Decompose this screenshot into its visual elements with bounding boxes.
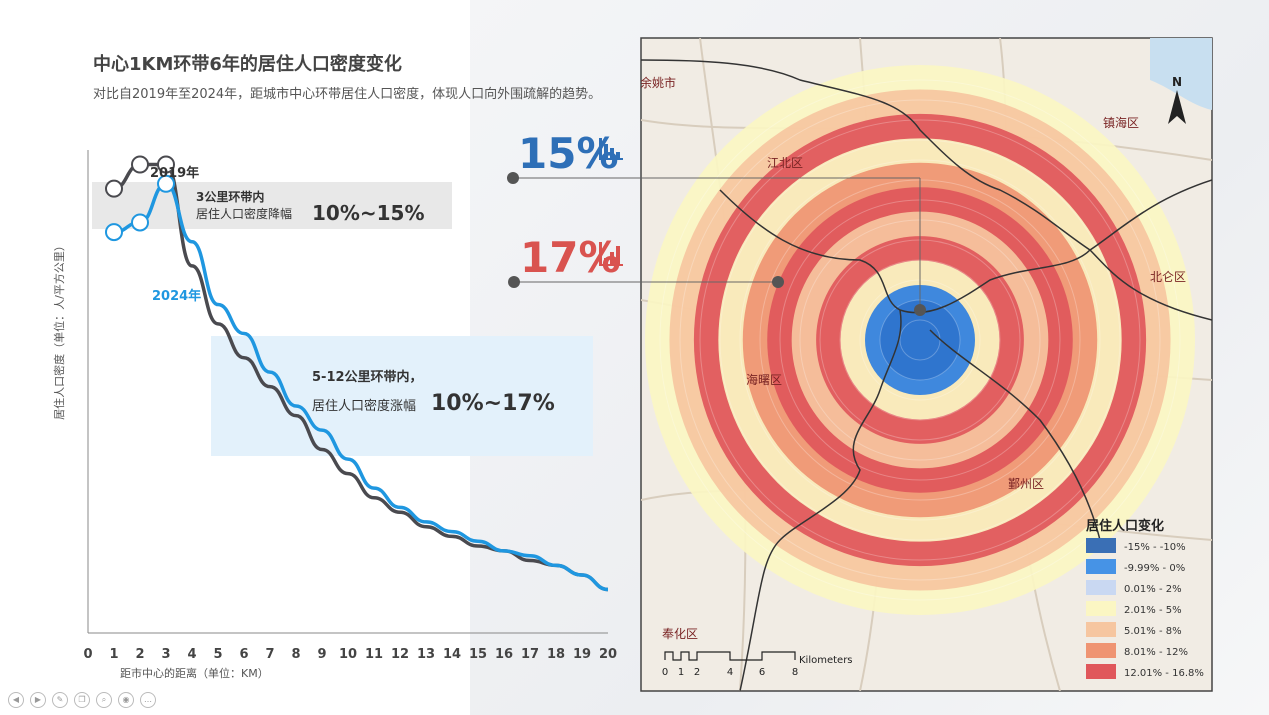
more-icon[interactable]: … — [140, 692, 156, 708]
x-tick-label: 18 — [547, 647, 565, 662]
y-axis-label: 居住人口密度（单位：人/平方公里） — [52, 240, 66, 420]
x-tick-label: 4 — [187, 647, 196, 662]
x-tick-label: 6 — [239, 647, 248, 662]
annotation-2-line1: 5-12公里环带内， — [312, 369, 423, 385]
x-tick-label: 10 — [339, 647, 357, 662]
page-subtitle: 对比自2019年至2024年，距城市中心环带居住人口密度，体现人口向外围疏解的趋… — [93, 87, 602, 102]
prev-slide-icon[interactable]: ◀ — [8, 692, 24, 708]
x-tick-label: 7 — [265, 647, 274, 662]
x-tick-label: 12 — [391, 647, 409, 662]
series-point-0 — [131, 155, 149, 174]
x-tick-label: 17 — [521, 647, 539, 662]
camera-icon[interactable]: ◉ — [118, 692, 134, 708]
x-tick-label: 3 — [161, 647, 170, 662]
x-tick-label: 2 — [135, 647, 144, 662]
x-tick-label: 9 — [317, 647, 326, 662]
annotation-1-line1: 3公里环带内 — [196, 189, 264, 204]
next-slide-icon[interactable]: ▶ — [30, 692, 46, 708]
slide-toolbar: ◀ ▶ ✎ ❐ ⌕ ◉ … — [8, 692, 156, 708]
x-tick-label: 19 — [573, 647, 591, 662]
annotation-2-line2: 居住人口密度涨幅 — [312, 398, 416, 414]
x-axis-label: 距市中心的距离（单位：KM） — [120, 666, 269, 680]
annotation-box-2 — [211, 336, 593, 456]
x-tick-label: 8 — [291, 647, 300, 662]
annotation-1-line2: 居住人口密度降幅 — [196, 206, 292, 221]
x-tick-label: 0 — [83, 647, 92, 662]
x-tick-label: 11 — [365, 647, 383, 662]
x-tick-label: 1 — [109, 647, 118, 662]
x-tick-label: 16 — [495, 647, 513, 662]
x-tick-label: 13 — [417, 647, 435, 662]
x-tick-label: 5 — [213, 647, 222, 662]
page-title: 中心1KM环带6年的居住人口密度变化 — [93, 54, 402, 75]
x-tick-label: 20 — [599, 647, 617, 662]
series-point-1 — [157, 174, 175, 193]
series-label-2024: 2024年 — [152, 288, 201, 304]
copy-icon[interactable]: ❐ — [74, 692, 90, 708]
series-point-1 — [131, 213, 149, 232]
series-label-2019: 2019年 — [150, 165, 199, 181]
annotation-1-value: 10%~15% — [312, 201, 425, 225]
pen-icon[interactable]: ✎ — [52, 692, 68, 708]
series-line-1 — [113, 182, 609, 592]
annotation-2-value: 10%~17% — [431, 391, 555, 416]
series-point-0 — [105, 179, 123, 198]
zoom-icon[interactable]: ⌕ — [96, 692, 112, 708]
series-point-1 — [105, 223, 123, 242]
x-tick-label: 14 — [443, 647, 461, 662]
series-point-0 — [157, 155, 175, 174]
x-tick-label: 15 — [469, 647, 487, 662]
series-line-0 — [113, 162, 609, 592]
